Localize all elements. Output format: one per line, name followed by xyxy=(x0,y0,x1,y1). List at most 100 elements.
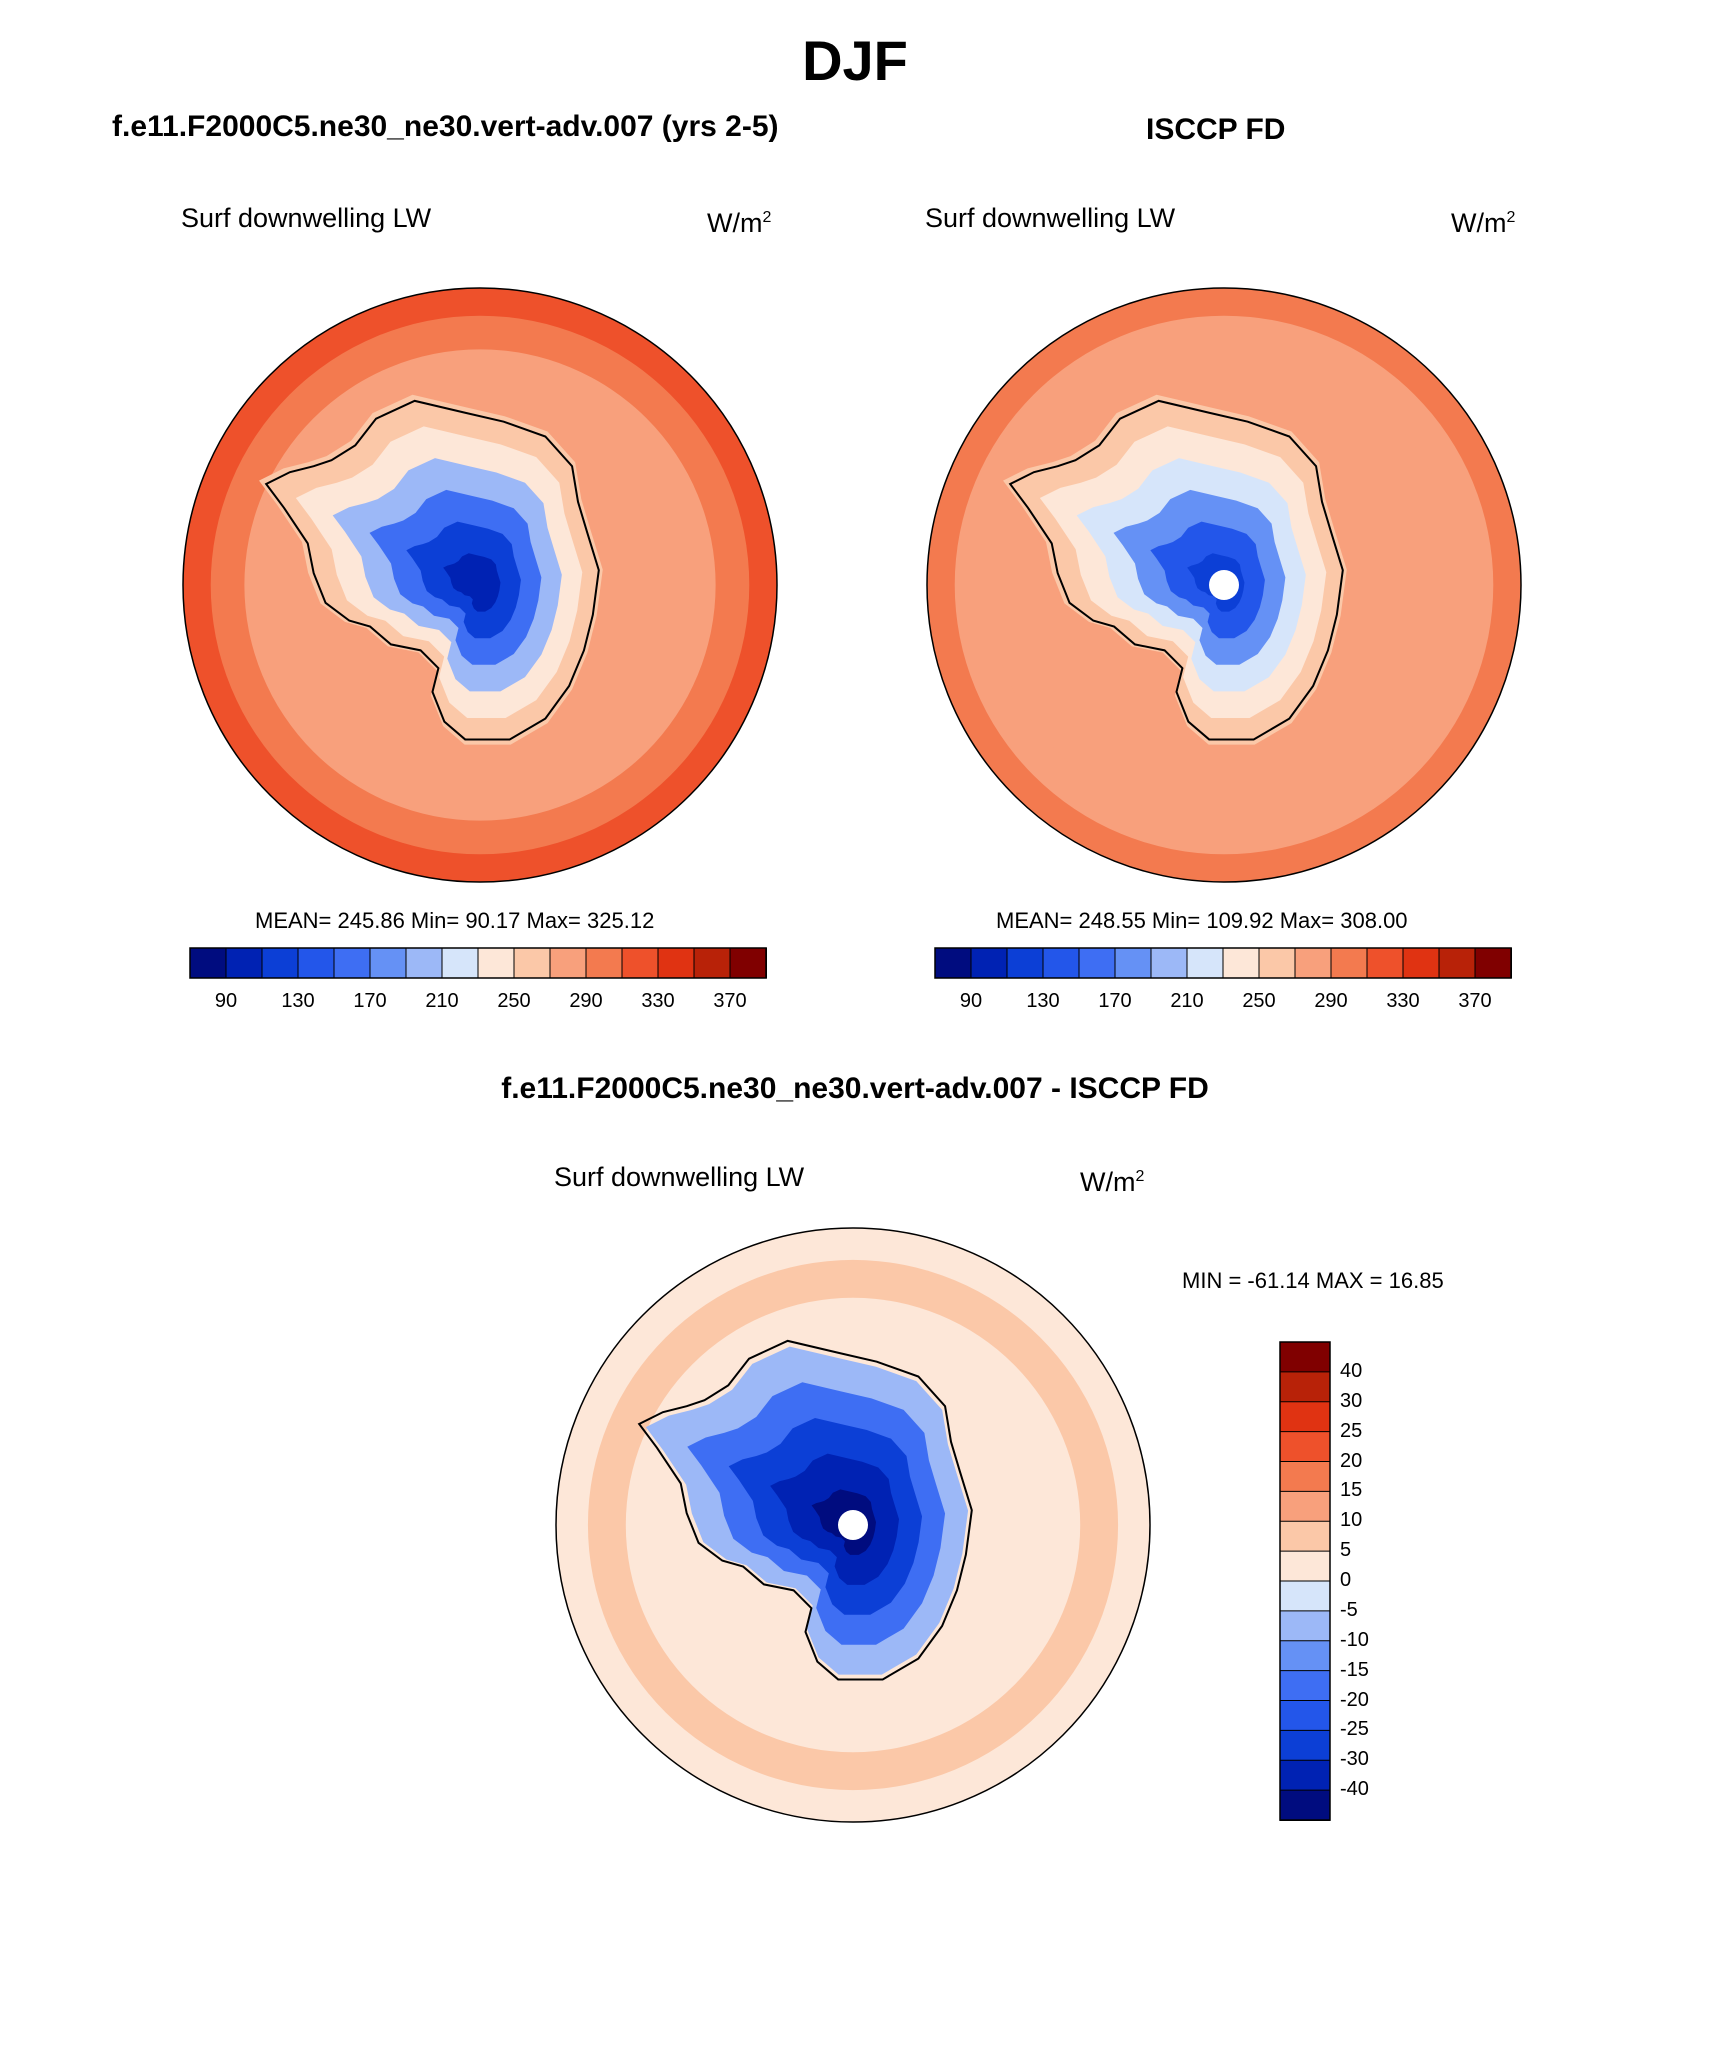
colorbar-box xyxy=(369,947,407,979)
left-colorbar-labels: 90 130 170 210 250 290 330 370 xyxy=(190,990,766,1016)
colorbar-box xyxy=(1279,1759,1331,1792)
map-boundary xyxy=(555,1227,1151,1823)
colorbar-tick-label: -30 xyxy=(1340,1748,1369,1771)
colorbar-box xyxy=(1279,1461,1331,1493)
colorbar-box xyxy=(1279,1520,1331,1553)
colorbar-box xyxy=(513,947,551,979)
colorbar-box xyxy=(1279,1610,1331,1642)
colorbar-tick-label: -10 xyxy=(1340,1628,1369,1651)
difference-title: f.e11.F2000C5.ne30_ne30.vert-adv.007 - I… xyxy=(501,1072,1209,1105)
colorbar-tick-label: 210 xyxy=(425,990,459,1012)
colorbar-box xyxy=(1366,947,1404,979)
left-case-title: f.e11.F2000C5.ne30_ne30.vert-adv.007 (yr… xyxy=(112,110,779,143)
colorbar-box xyxy=(1279,1341,1331,1373)
colorbar-tick-label: 330 xyxy=(641,990,675,1012)
difference-colorbar xyxy=(1279,1341,1331,1821)
colorbar-tick-label: 10 xyxy=(1340,1509,1363,1532)
colorbar-tick-label: 210 xyxy=(1170,990,1204,1012)
colorbar-box xyxy=(1279,1550,1331,1582)
left-colorbar xyxy=(189,947,767,979)
colorbar-box xyxy=(261,947,299,979)
colorbar-box xyxy=(1279,1431,1331,1463)
colorbar-box xyxy=(189,947,227,979)
colorbar-tick-label: 370 xyxy=(713,990,747,1012)
colorbar-tick-label: 40 xyxy=(1340,1359,1363,1382)
colorbar-box xyxy=(1042,947,1080,979)
colorbar-box xyxy=(225,947,263,979)
difference-colorbar-labels: 40 30 25 20 15 10 5 0 -5 -10 -15 -20 -25 -30 -40 xyxy=(1340,1342,1420,1820)
colorbar-tick-label: 290 xyxy=(1314,990,1348,1012)
colorbar-box xyxy=(1438,947,1476,979)
colorbar-tick-label: 250 xyxy=(1242,990,1276,1012)
colorbar-box xyxy=(405,947,443,979)
colorbar-box xyxy=(1279,1640,1331,1672)
coastline xyxy=(1008,399,1344,741)
map-boundary xyxy=(926,287,1522,883)
coastline xyxy=(264,399,600,741)
colorbar-tick-label: -5 xyxy=(1340,1598,1358,1621)
colorbar-tick-label: 290 xyxy=(569,990,603,1012)
difference-units-label: W/m2 xyxy=(1080,1167,1145,1197)
map-boundary xyxy=(182,287,778,883)
colorbar-tick-label: 370 xyxy=(1458,990,1492,1012)
colorbar-box xyxy=(1279,1700,1331,1732)
page-title: DJF xyxy=(802,29,908,92)
colorbar-box xyxy=(621,947,659,979)
colorbar-box xyxy=(1474,947,1512,979)
colorbar-box xyxy=(549,947,587,979)
right-stats: MEAN= 248.55 Min= 109.92 Max= 308.00 xyxy=(996,908,1408,933)
difference-polar-map xyxy=(555,1227,1151,1823)
colorbar-tick-label: -15 xyxy=(1340,1658,1369,1681)
colorbar-box xyxy=(477,947,515,979)
colorbar-box xyxy=(1402,947,1440,979)
colorbar-tick-label: 90 xyxy=(214,990,238,1012)
colorbar-tick-label: 25 xyxy=(1340,1419,1363,1442)
colorbar-box xyxy=(1258,947,1296,979)
colorbar-box xyxy=(934,947,972,979)
colorbar-box xyxy=(1279,1490,1331,1523)
right-polar-map xyxy=(926,287,1522,883)
colorbar-box xyxy=(1006,947,1044,979)
colorbar-tick-label: 90 xyxy=(959,990,983,1012)
colorbar-tick-label: 250 xyxy=(497,990,531,1012)
colorbar-box xyxy=(1114,947,1152,979)
colorbar-box xyxy=(693,947,731,979)
colorbar-tick-label: 15 xyxy=(1340,1479,1363,1502)
colorbar-box xyxy=(585,947,623,979)
left-units-label: W/m2 xyxy=(707,208,772,238)
colorbar-box xyxy=(1222,947,1260,979)
right-colorbar xyxy=(934,947,1512,979)
colorbar-box xyxy=(1279,1371,1331,1403)
colorbar-tick-label: 170 xyxy=(1098,990,1132,1012)
colorbar-tick-label: 130 xyxy=(1026,990,1060,1012)
colorbar-tick-label: 330 xyxy=(1386,990,1420,1012)
difference-stats: MIN = -61.14 MAX = 16.85 xyxy=(1182,1268,1444,1293)
colorbar-box xyxy=(1279,1729,1331,1762)
colorbar-box xyxy=(970,947,1008,979)
right-variable-label: Surf downwelling LW xyxy=(925,203,1176,233)
colorbar-tick-label: 130 xyxy=(281,990,315,1012)
pole-missing-data xyxy=(1209,570,1239,600)
right-case-title: ISCCP FD xyxy=(1146,113,1286,146)
colorbar-box xyxy=(333,947,371,979)
right-colorbar-labels: 90 130 170 210 250 290 330 370 xyxy=(935,990,1511,1016)
colorbar-box xyxy=(1078,947,1116,979)
right-units-label: W/m2 xyxy=(1451,208,1516,238)
left-polar-map xyxy=(182,287,778,883)
pole-missing-data xyxy=(838,1510,868,1540)
colorbar-box xyxy=(1294,947,1332,979)
colorbar-box xyxy=(1279,1670,1331,1702)
colorbar-box xyxy=(1279,1789,1331,1821)
colorbar-box xyxy=(729,947,767,979)
colorbar-box xyxy=(1279,1401,1331,1433)
colorbar-box xyxy=(1150,947,1188,979)
left-variable-label: Surf downwelling LW xyxy=(181,203,432,233)
colorbar-box xyxy=(657,947,695,979)
colorbar-tick-label: -25 xyxy=(1340,1718,1369,1741)
colorbar-tick-label: 30 xyxy=(1340,1389,1363,1412)
colorbar-box xyxy=(441,947,479,979)
colorbar-tick-label: 5 xyxy=(1340,1539,1352,1562)
difference-variable-label: Surf downwelling LW xyxy=(554,1162,805,1192)
colorbar-tick-label: 0 xyxy=(1340,1569,1352,1591)
coastline xyxy=(637,1339,973,1681)
